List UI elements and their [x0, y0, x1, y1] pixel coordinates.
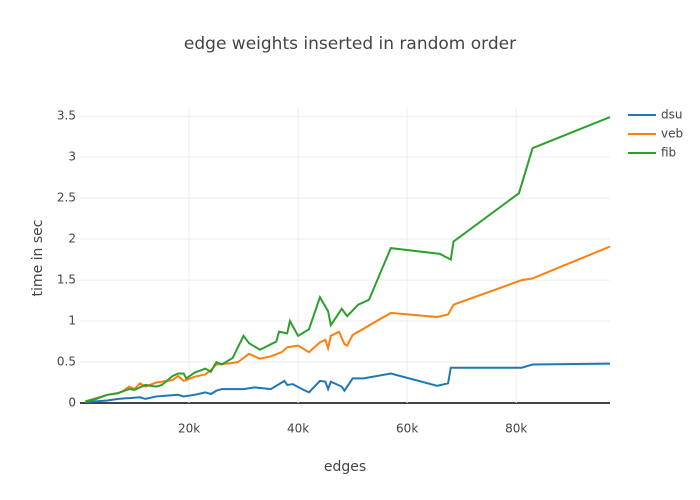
legend-label: veb	[661, 127, 683, 141]
line-series	[85, 362, 611, 404]
line-series	[85, 116, 611, 403]
legend-label: fib	[661, 146, 676, 160]
y-tick-label: 3	[68, 150, 76, 164]
y-tick-label: 3.5	[57, 109, 76, 123]
x-tick-label: 40k	[287, 422, 309, 436]
line-series	[85, 245, 611, 403]
x-tick-label: 20k	[178, 422, 200, 436]
y-tick-label: 1.5	[57, 273, 76, 287]
y-tick-label: 0	[68, 396, 76, 410]
y-tick-label: 1	[68, 314, 76, 328]
x-tick-label: 60k	[396, 422, 418, 436]
y-tick-label: 0.5	[57, 355, 76, 369]
y-tick-label: 2	[68, 232, 76, 246]
x-axis-title: edges	[324, 459, 366, 475]
y-axis-title: time in sec	[30, 220, 46, 297]
chart-title: edge weights inserted in random order	[184, 34, 516, 54]
y-tick-label: 2.5	[57, 191, 76, 205]
legend-label: dsu	[661, 108, 682, 122]
x-tick-label: 80k	[505, 422, 527, 436]
